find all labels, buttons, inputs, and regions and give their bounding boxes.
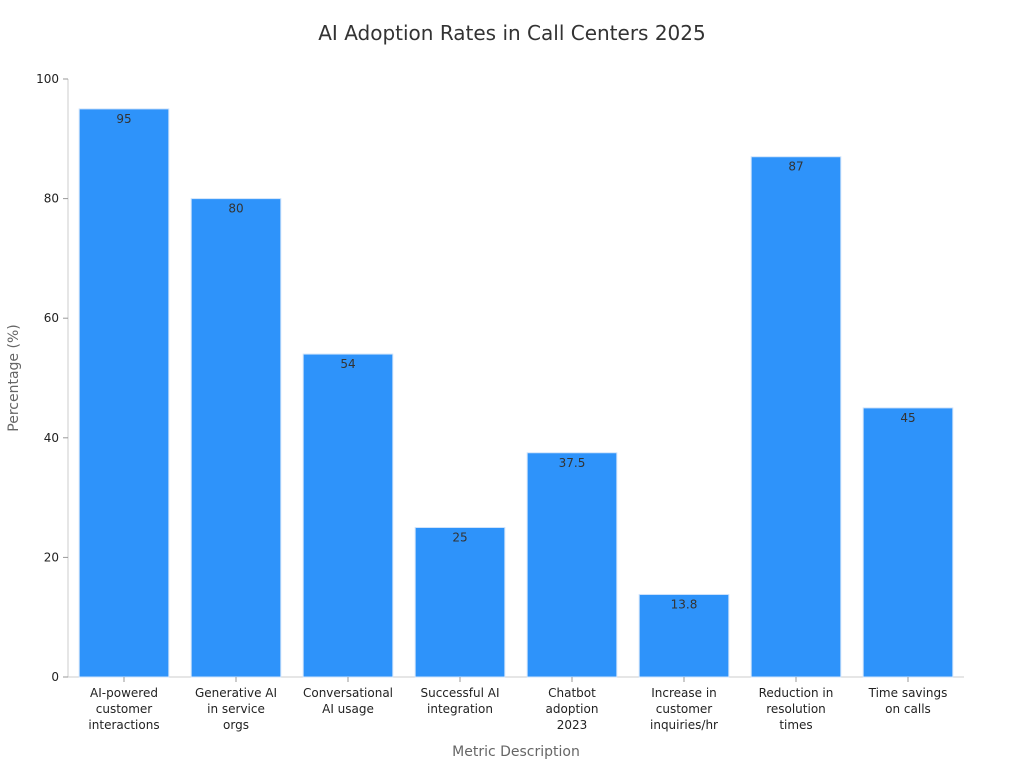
category-label-line: inquiries/hr xyxy=(650,718,718,732)
category-label-line: Reduction in xyxy=(759,686,834,700)
bar-6 xyxy=(750,156,842,678)
bar-value-label-0: 95 xyxy=(116,112,131,126)
bar-4 xyxy=(526,452,618,678)
bar-5 xyxy=(638,593,730,678)
category-label-line: resolution xyxy=(766,702,826,716)
y-axis-title: Percentage (%) xyxy=(6,324,22,431)
category-label-line: adoption xyxy=(546,702,599,716)
bar-value-label-6: 87 xyxy=(788,160,803,174)
category-label-5: Increase in customer inquiries/hr xyxy=(650,686,718,732)
y-ticks-group: 0 20 40 60 80 100 xyxy=(36,72,68,684)
category-label-line: Time savings xyxy=(868,686,948,700)
category-label-1: Generative AI in service orgs xyxy=(195,686,277,732)
category-label-line: customer xyxy=(96,702,153,716)
chart-title: AI Adoption Rates in Call Centers 2025 xyxy=(318,21,705,45)
y-tick-label-3: 60 xyxy=(44,311,59,325)
bars-group xyxy=(78,108,954,678)
category-label-line: 2023 xyxy=(557,718,588,732)
bar-value-label-4: 37.5 xyxy=(559,456,586,470)
category-label-line: in service xyxy=(207,702,265,716)
y-tick-label-2: 40 xyxy=(44,431,59,445)
category-label-line: interactions xyxy=(88,718,159,732)
category-label-4: Chatbot adoption 2023 xyxy=(546,686,599,732)
bar-value-label-7: 45 xyxy=(900,411,915,425)
bar-3 xyxy=(414,527,506,678)
category-label-line: times xyxy=(779,718,812,732)
bar-7 xyxy=(862,407,954,678)
bar-0 xyxy=(78,108,170,678)
category-label-line: Generative AI xyxy=(195,686,277,700)
category-label-7: Time savings on calls xyxy=(868,686,948,716)
category-label-line: AI usage xyxy=(322,702,374,716)
x-axis-title: Metric Description xyxy=(452,744,580,760)
bar-1 xyxy=(190,198,282,678)
category-label-line: integration xyxy=(427,702,493,716)
category-label-line: AI-powered xyxy=(90,686,158,700)
category-label-line: Successful AI xyxy=(420,686,499,700)
y-tick-label-4: 80 xyxy=(44,192,59,206)
bar-value-label-5: 13.8 xyxy=(671,597,698,611)
bar-value-label-3: 25 xyxy=(452,531,467,545)
category-label-line: Chatbot xyxy=(548,686,596,700)
category-label-line: on calls xyxy=(885,702,931,716)
y-tick-label-1: 20 xyxy=(44,550,59,564)
y-tick-label-5: 100 xyxy=(36,72,59,86)
y-tick-label-0: 0 xyxy=(51,670,59,684)
category-label-line: Increase in xyxy=(651,686,717,700)
bar-value-label-2: 54 xyxy=(340,357,355,371)
category-label-2: Conversational AI usage xyxy=(303,686,393,716)
value-labels-group: 95 80 54 25 37.5 13.8 87 45 xyxy=(116,112,915,612)
category-labels-group: AI-powered customer interactions Generative… xyxy=(88,677,947,732)
category-label-line: customer xyxy=(656,702,713,716)
bar-value-label-1: 80 xyxy=(228,202,243,216)
category-label-line: orgs xyxy=(223,718,249,732)
category-label-0: AI-powered customer interactions xyxy=(88,686,159,732)
category-label-line: Conversational xyxy=(303,686,393,700)
category-label-6: Reduction in resolution times xyxy=(759,686,834,732)
bar-2 xyxy=(302,353,394,678)
category-label-3: Successful AI integration xyxy=(420,686,499,716)
